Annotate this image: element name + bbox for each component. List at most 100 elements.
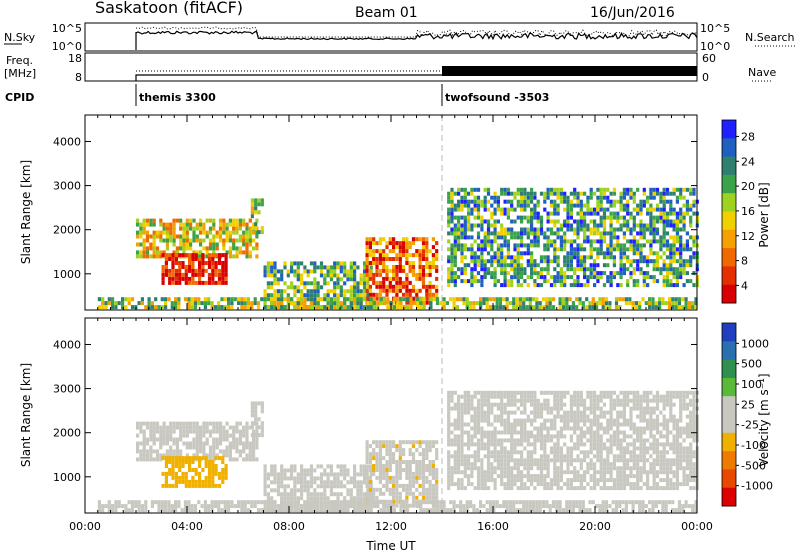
heatmap-cell (493, 486, 497, 491)
heatmap-cell (629, 474, 633, 479)
heatmap-cell (343, 464, 347, 469)
heatmap-cell (662, 215, 666, 220)
heatmap-cell (193, 297, 198, 302)
heatmap-cell (309, 293, 314, 298)
heatmap-cell (503, 211, 507, 216)
heatmap-cell (363, 476, 367, 481)
heatmap-cell (313, 492, 317, 497)
heatmap-cell (346, 508, 350, 513)
heatmap-cell (636, 454, 640, 459)
heatmap-cell (609, 486, 613, 491)
freq-left-tick-bottom: 8 (75, 71, 82, 84)
heatmap-cell (496, 251, 500, 256)
heatmap-cell (563, 434, 567, 439)
heatmap-cell (508, 301, 512, 306)
heatmap-cell (353, 297, 357, 302)
heatmap-cell (303, 476, 307, 481)
heatmap-cell (145, 453, 150, 458)
heatmap-cell (425, 265, 429, 269)
heatmap-cell (375, 444, 379, 449)
heatmap-cell (606, 195, 610, 200)
heatmap-cell (463, 247, 467, 252)
heatmap-cell (425, 452, 429, 457)
heatmap-cell (398, 261, 402, 265)
heatmap-cell (622, 398, 626, 403)
heatmap-cell (142, 457, 146, 462)
heatmap-cell (428, 448, 432, 453)
heatmap-cell (493, 267, 497, 272)
heatmap-cell (178, 460, 182, 464)
heatmap-cell (235, 226, 239, 231)
heatmap-cell (556, 430, 560, 435)
heatmap-cell (539, 191, 544, 196)
heatmap-cell (500, 259, 504, 264)
heatmap-cell (254, 206, 258, 211)
heatmap-cell (665, 263, 670, 268)
heatmap-cell (589, 474, 593, 479)
heatmap-cell (365, 468, 369, 472)
heatmap-cell (675, 227, 679, 232)
heatmap-cell (316, 496, 320, 501)
heatmap-cell (333, 480, 337, 485)
heatmap-cell (568, 305, 572, 310)
heatmap-cell (218, 234, 223, 239)
heatmap-cell (685, 279, 689, 284)
heatmap-cell (457, 478, 461, 483)
power-colorbar-label: Power [dB] (757, 182, 771, 247)
heatmap-cell (589, 239, 593, 244)
heatmap-cell (421, 237, 426, 242)
heatmap-cell (593, 227, 597, 232)
heatmap-cell (203, 297, 207, 302)
heatmap-cell (665, 430, 670, 435)
heatmap-cell (199, 230, 203, 235)
heatmap-cell (476, 211, 481, 216)
heatmap-cell (649, 446, 653, 451)
heatmap-cell (589, 462, 593, 467)
heatmap-cell (385, 292, 389, 297)
heatmap-cell (182, 425, 186, 430)
heatmap-cell (392, 305, 396, 310)
heatmap-cell (480, 458, 484, 463)
heatmap-cell (155, 425, 160, 430)
heatmap-cell (139, 421, 143, 426)
heatmap-cell (435, 487, 439, 492)
heatmap-cell (425, 468, 429, 472)
heatmap-cell (263, 297, 267, 302)
heatmap-cell (273, 289, 277, 294)
heatmap-cell (296, 273, 300, 278)
heatmap-cell (395, 499, 399, 504)
heatmap-cell (293, 504, 297, 509)
heatmap-cell (616, 215, 620, 220)
heatmap-cell (207, 471, 212, 476)
heatmap-cell (139, 250, 143, 255)
heatmap-cell (408, 471, 412, 476)
heatmap-cell (506, 271, 510, 276)
heatmap-cell (563, 191, 567, 196)
heatmap-cell (185, 421, 189, 426)
heatmap-cell (382, 471, 386, 476)
heatmap-cell (356, 281, 360, 286)
heatmap-cell (232, 433, 236, 438)
heatmap-cell (421, 249, 426, 254)
heatmap-cell (398, 491, 402, 496)
heatmap-cell (510, 422, 514, 427)
heatmap-cell (245, 246, 249, 251)
heatmap-cell (642, 426, 646, 431)
heatmap-cell (619, 398, 623, 403)
heatmap-cell (425, 284, 429, 289)
heatmap-cell (579, 402, 583, 407)
heatmap-cell (270, 464, 274, 469)
heatmap-cell (199, 250, 203, 255)
heatmap-cell (665, 450, 670, 455)
heatmap-cell (636, 267, 640, 272)
heatmap-cell (543, 466, 547, 471)
heatmap-cell (503, 406, 507, 411)
heatmap-cell (593, 271, 597, 276)
heatmap-cell (631, 301, 635, 306)
heatmap-cell (329, 492, 333, 497)
heatmap-cell (669, 199, 673, 204)
heatmap-cell (579, 414, 583, 419)
heatmap-cell (672, 267, 676, 272)
heatmap-cell (500, 470, 504, 475)
heatmap-cell (182, 250, 186, 255)
